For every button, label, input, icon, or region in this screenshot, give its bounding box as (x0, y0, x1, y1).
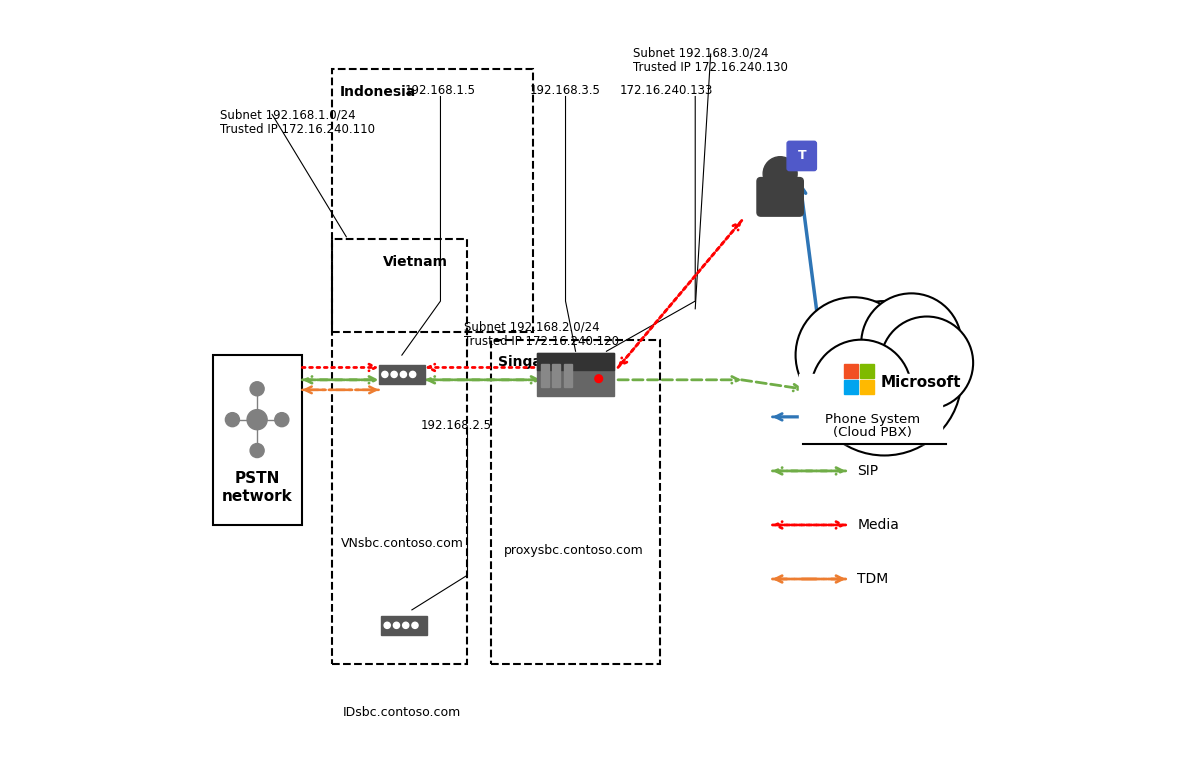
Text: PSTN
network: PSTN network (222, 472, 292, 504)
Circle shape (403, 622, 409, 628)
Bar (859, 364, 873, 378)
Circle shape (384, 622, 390, 628)
Bar (332, 239, 467, 664)
Bar (552, 364, 560, 388)
Text: IDsbc.contoso.com: IDsbc.contoso.com (343, 706, 461, 720)
Text: 192.168.3.5: 192.168.3.5 (530, 83, 600, 96)
Circle shape (410, 371, 416, 378)
Circle shape (226, 412, 240, 427)
Text: 192.168.1.5: 192.168.1.5 (405, 83, 476, 96)
Bar (213, 355, 301, 525)
Text: VNsbc.contoso.com: VNsbc.contoso.com (340, 537, 463, 550)
Text: SIP: SIP (857, 464, 878, 478)
Circle shape (795, 297, 911, 413)
Text: TDM: TDM (857, 572, 889, 586)
Text: 192.168.2.5: 192.168.2.5 (421, 419, 492, 432)
Text: Indonesia: Indonesia (340, 85, 416, 99)
Text: HTTP REST: HTTP REST (857, 410, 933, 424)
Circle shape (807, 301, 962, 455)
Circle shape (811, 340, 911, 440)
Circle shape (881, 317, 973, 409)
Bar (378, 364, 426, 384)
Bar (541, 364, 548, 388)
Bar (844, 380, 858, 394)
Text: Media: Media (857, 518, 900, 532)
Text: 172.16.240.133: 172.16.240.133 (621, 83, 714, 96)
Bar (537, 354, 615, 371)
Circle shape (382, 371, 388, 378)
Circle shape (595, 374, 603, 382)
Bar (332, 69, 533, 332)
Bar (799, 374, 942, 444)
Text: HTTP REST: HTTP REST (857, 410, 933, 424)
Circle shape (862, 293, 962, 394)
Circle shape (764, 157, 797, 191)
Text: proxysbc.contoso.com: proxysbc.contoso.com (505, 544, 644, 557)
Text: Singapore: Singapore (499, 355, 578, 369)
Circle shape (394, 622, 400, 628)
Bar (537, 354, 615, 395)
Text: Phone System: Phone System (825, 413, 921, 426)
Circle shape (251, 443, 264, 458)
Circle shape (247, 410, 267, 430)
Bar (381, 616, 428, 635)
Bar (564, 364, 572, 388)
Text: Subnet 192.168.2.0/24
Trusted IP 172.16.240.120: Subnet 192.168.2.0/24 Trusted IP 172.16.… (463, 320, 618, 348)
Circle shape (411, 622, 418, 628)
Bar (844, 364, 858, 378)
Circle shape (391, 371, 397, 378)
Text: Microsoft: Microsoft (881, 374, 961, 390)
Text: (Cloud PBX): (Cloud PBX) (833, 426, 913, 439)
FancyBboxPatch shape (787, 141, 817, 171)
Text: T: T (798, 150, 806, 162)
Circle shape (274, 412, 288, 427)
Text: Vietnam: Vietnam (383, 255, 448, 269)
FancyBboxPatch shape (756, 178, 804, 216)
Text: Subnet 192.168.1.0/24
Trusted IP 172.16.240.110: Subnet 192.168.1.0/24 Trusted IP 172.16.… (220, 108, 376, 136)
Bar (491, 340, 661, 664)
Circle shape (251, 382, 264, 396)
Text: Subnet 192.168.3.0/24
Trusted IP 172.16.240.130: Subnet 192.168.3.0/24 Trusted IP 172.16.… (634, 46, 788, 74)
Bar (859, 380, 873, 394)
Circle shape (401, 371, 407, 378)
